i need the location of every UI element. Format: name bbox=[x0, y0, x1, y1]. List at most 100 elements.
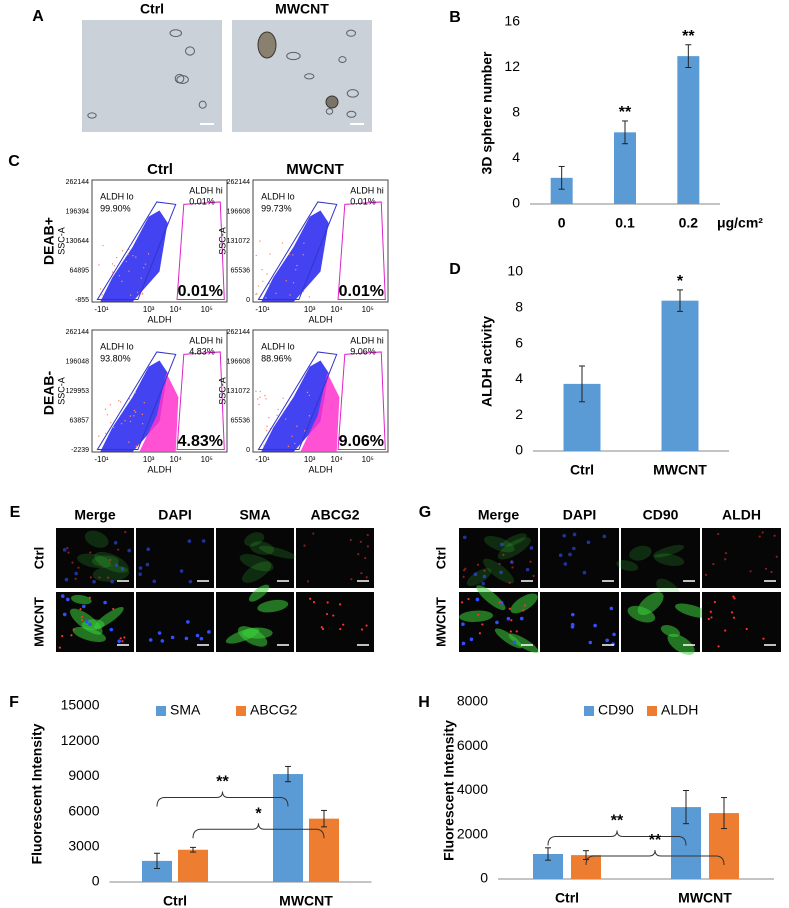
cell-body bbox=[257, 599, 289, 613]
marker-dot bbox=[89, 551, 92, 554]
nucleus bbox=[179, 569, 184, 573]
nucleus bbox=[103, 600, 107, 605]
marker-dot bbox=[72, 628, 75, 631]
marker-dot bbox=[312, 601, 316, 604]
event bbox=[266, 273, 268, 275]
event bbox=[110, 422, 112, 424]
y-axis-label: SSC-A bbox=[217, 377, 227, 405]
y-tick-label: 12000 bbox=[61, 732, 100, 748]
x-tick-label: 10⁴ bbox=[331, 305, 344, 314]
nucleus bbox=[186, 620, 190, 624]
panel-label: A bbox=[32, 8, 44, 25]
nucleus bbox=[602, 534, 607, 539]
event bbox=[98, 435, 100, 437]
cell-body bbox=[652, 544, 685, 558]
event bbox=[129, 294, 132, 296]
y-tick-label: 12 bbox=[504, 58, 520, 74]
nucleus bbox=[148, 638, 153, 642]
x-tick-label: MWCNT bbox=[279, 893, 333, 908]
marker-dot bbox=[511, 566, 514, 569]
fluorescence-image bbox=[540, 592, 619, 652]
marker-dot bbox=[733, 597, 736, 600]
event bbox=[255, 390, 257, 393]
marker-dot bbox=[98, 576, 101, 579]
legend-swatch bbox=[236, 706, 246, 716]
event bbox=[132, 255, 134, 257]
cell-body bbox=[510, 593, 538, 614]
gate-lo bbox=[96, 351, 177, 451]
nucleus bbox=[65, 597, 70, 602]
event bbox=[285, 280, 287, 282]
y-tick-label: 4 bbox=[515, 370, 523, 386]
x-tick-label: 10⁴ bbox=[170, 455, 183, 464]
nucleus bbox=[469, 637, 474, 642]
marker-dot bbox=[309, 597, 312, 600]
column-header: MWCNT bbox=[275, 1, 329, 17]
cell-body bbox=[258, 545, 296, 559]
event bbox=[304, 430, 306, 432]
gate-label: ALDH hi bbox=[350, 335, 384, 345]
marker-dot bbox=[306, 580, 310, 583]
marker-dot bbox=[464, 567, 467, 570]
event bbox=[257, 285, 260, 287]
event bbox=[259, 390, 261, 393]
bar bbox=[661, 300, 699, 451]
marker-dot bbox=[321, 627, 325, 631]
column-header: DAPI bbox=[563, 507, 596, 523]
nucleus bbox=[562, 534, 566, 538]
y-axis-label: SSC-A bbox=[56, 377, 66, 405]
nucleus bbox=[145, 562, 150, 567]
event bbox=[127, 253, 129, 256]
x-tick-label: 10⁵ bbox=[362, 455, 374, 464]
marker-dot bbox=[745, 627, 748, 631]
nucleus bbox=[461, 641, 466, 646]
marker-dot bbox=[764, 567, 768, 570]
y-tick-label: 0 bbox=[512, 195, 520, 211]
x-tick-label: 10⁴ bbox=[331, 455, 344, 464]
y-tick-label: 4000 bbox=[457, 781, 488, 797]
cell bbox=[185, 46, 196, 56]
cell-body bbox=[93, 607, 124, 629]
marker-dot bbox=[77, 566, 80, 569]
fluorescence-image bbox=[540, 528, 619, 588]
marker-dot bbox=[462, 569, 466, 572]
cell-cloud bbox=[261, 210, 329, 302]
cell-body bbox=[667, 633, 695, 655]
marker-dot bbox=[66, 546, 69, 550]
y-tick-label: 65536 bbox=[231, 267, 251, 274]
event bbox=[98, 264, 100, 266]
fluorescence-image bbox=[621, 528, 700, 588]
cell-body bbox=[239, 554, 274, 572]
event bbox=[296, 425, 298, 427]
x-tick-label: 10³ bbox=[304, 305, 316, 314]
event bbox=[124, 419, 126, 422]
cell bbox=[346, 89, 359, 98]
nucleus bbox=[109, 627, 114, 632]
marker-dot bbox=[508, 581, 511, 584]
nucleus bbox=[120, 567, 125, 571]
event bbox=[118, 400, 120, 402]
legend-swatch bbox=[584, 706, 594, 716]
marker-dot bbox=[350, 578, 353, 581]
fluorescence-image bbox=[56, 528, 134, 588]
nucleus bbox=[568, 552, 572, 557]
y-tick-label: 9000 bbox=[68, 767, 99, 783]
nucleus bbox=[199, 636, 204, 641]
gate-hi bbox=[176, 201, 225, 301]
nucleus bbox=[113, 540, 118, 545]
nucleus bbox=[612, 632, 616, 637]
nucleus bbox=[157, 631, 162, 635]
event bbox=[294, 442, 296, 445]
marker-dot bbox=[762, 637, 765, 640]
y-tick-label: 131072 bbox=[227, 388, 250, 395]
cell-body bbox=[675, 603, 709, 618]
bar bbox=[142, 860, 172, 882]
marker-dot bbox=[117, 548, 120, 551]
cell-body bbox=[508, 633, 539, 653]
y-tick-label: 129953 bbox=[66, 388, 89, 395]
nucleus bbox=[85, 619, 89, 624]
event bbox=[291, 435, 293, 438]
marker-dot bbox=[467, 597, 470, 601]
event bbox=[259, 396, 261, 399]
